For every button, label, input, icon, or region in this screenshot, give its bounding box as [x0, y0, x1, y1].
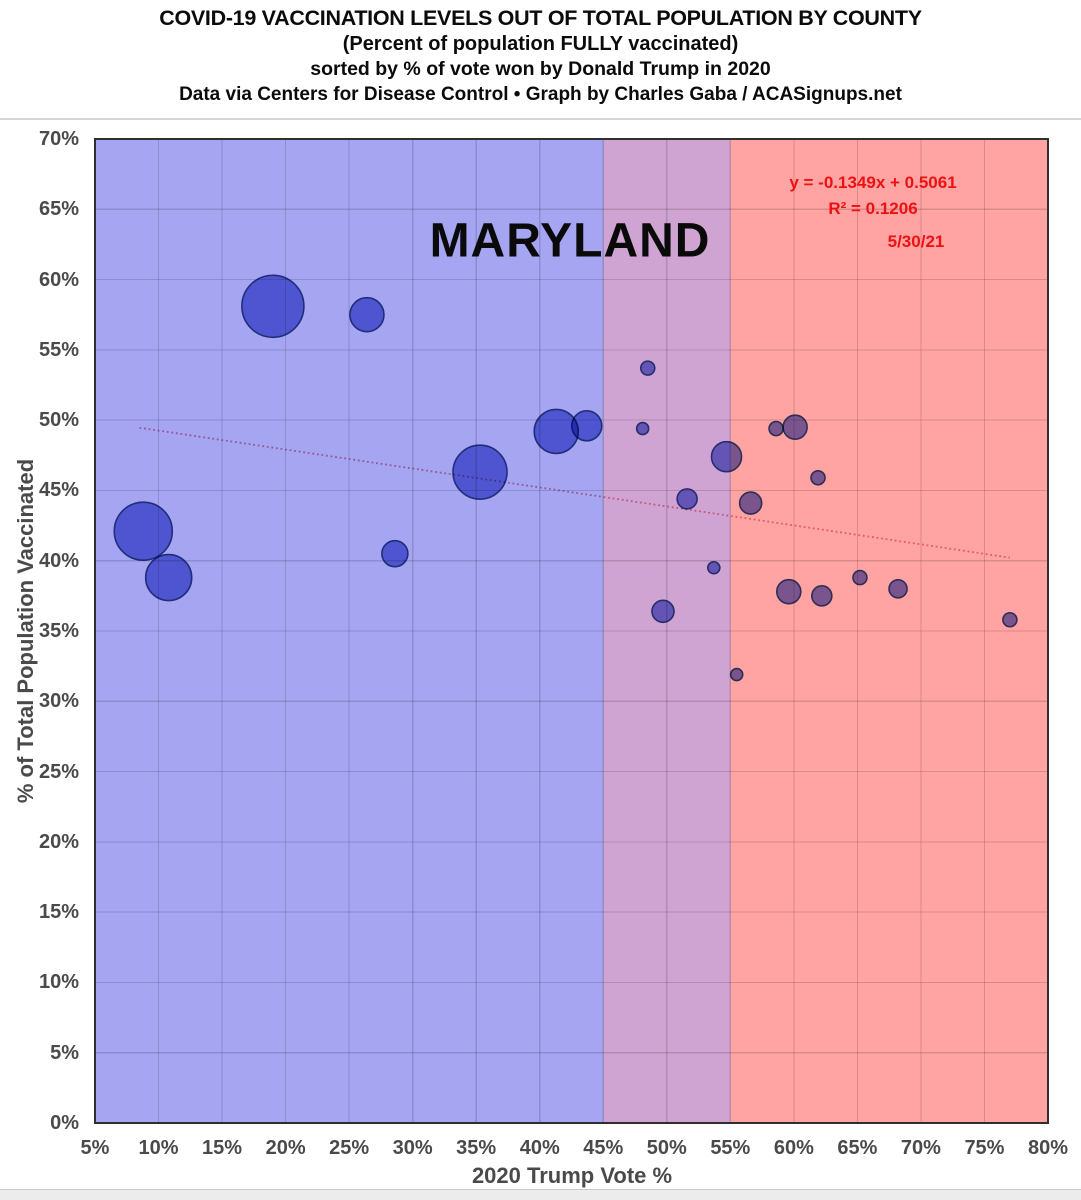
county-bubble: [811, 585, 833, 607]
y-tick-label: 10%: [38, 971, 79, 994]
chart-title: COVID-19 VACCINATION LEVELS OUT OF TOTAL…: [159, 6, 922, 30]
y-tick-label: 65%: [38, 198, 79, 221]
y-tick-label: 25%: [38, 760, 79, 783]
x-tick-label: 10%: [138, 1137, 179, 1159]
date-label: 5/30/21: [887, 232, 945, 251]
county-bubble: [810, 469, 826, 486]
chart-subtitle-2: sorted by % of vote won by Donald Trump …: [310, 58, 771, 80]
county-bubble: [241, 274, 305, 339]
x-tick-label: 65%: [837, 1137, 878, 1159]
county-bubble: [738, 491, 763, 515]
county-bubble: [349, 296, 385, 333]
county-bubble: [452, 444, 508, 500]
x-tick-label: 50%: [646, 1137, 687, 1159]
y-tick-label: 45%: [38, 479, 79, 502]
x-tick-label: 20%: [265, 1137, 306, 1159]
county-bubble: [782, 414, 808, 440]
state-label: MARYLAND: [429, 214, 711, 268]
chart-subtitle-3: Data via Centers for Disease Control • G…: [179, 84, 902, 105]
county-bubble: [144, 553, 193, 602]
zone-swing: [603, 139, 731, 1123]
y-tick-label: 70%: [38, 128, 79, 150]
county-bubble: [729, 667, 744, 682]
county-bubble: [1002, 611, 1018, 628]
x-tick-label: 70%: [900, 1137, 941, 1159]
x-tick-label: 5%: [80, 1137, 110, 1159]
zone-blue-lean: [95, 139, 604, 1123]
county-bubble: [710, 440, 743, 473]
r-squared-label: R² = 0.1206: [828, 199, 918, 218]
county-bubble: [635, 421, 650, 436]
chart-subtitle-1: (Percent of population FULLY vaccinated): [342, 33, 739, 55]
county-bubble: [888, 579, 908, 599]
x-tick-label: 15%: [202, 1137, 243, 1159]
y-tick-label: 5%: [50, 1041, 79, 1064]
county-bubble: [707, 560, 721, 575]
county-bubble: [775, 578, 802, 605]
y-tick-label: 20%: [38, 830, 79, 853]
y-tick-label: 30%: [38, 690, 79, 713]
county-bubble: [381, 539, 409, 568]
x-tick-label: 35%: [456, 1137, 497, 1159]
y-tick-label: 0%: [50, 1112, 79, 1134]
chart-header: COVID-19 VACCINATION LEVELS OUT OF TOTAL…: [0, 5, 1081, 108]
county-bubble: [570, 409, 603, 442]
county-bubble: [113, 501, 174, 561]
x-tick-label: 30%: [392, 1137, 433, 1159]
y-tick-label: 40%: [38, 549, 79, 572]
y-tick-label: 50%: [38, 409, 79, 432]
x-tick-label: 40%: [519, 1137, 560, 1159]
trend-equation-label: y = -0.1349x + 0.5061: [789, 173, 957, 192]
county-bubble: [639, 360, 656, 376]
y-tick-label: 35%: [38, 620, 79, 642]
y-tick-label: 55%: [38, 338, 79, 361]
county-bubble: [768, 420, 784, 437]
county-bubble: [533, 408, 580, 455]
county-bubble: [676, 488, 698, 510]
x-tick-label: 45%: [583, 1137, 624, 1159]
y-tick-label: 15%: [38, 901, 79, 924]
y-tick-label: 60%: [38, 268, 79, 291]
x-tick-label: 80%: [1027, 1137, 1069, 1159]
zone-red-lean: [730, 139, 1048, 1123]
plot-border: [94, 138, 1049, 1124]
x-axis-title: 2020 Trump Vote %: [471, 1163, 673, 1188]
header-divider: [0, 118, 1081, 120]
bottom-window-strip: [0, 1189, 1081, 1200]
county-bubble: [651, 599, 675, 624]
x-tick-label: 55%: [710, 1137, 751, 1159]
county-bubble: [852, 569, 868, 586]
x-tick-label: 25%: [329, 1137, 370, 1159]
x-tick-label: 60%: [773, 1137, 814, 1159]
x-tick-label: 75%: [964, 1137, 1005, 1159]
